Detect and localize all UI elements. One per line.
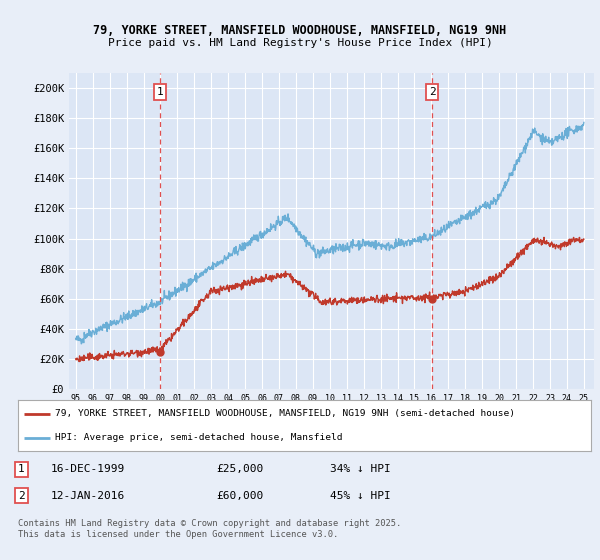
Text: 16-DEC-1999: 16-DEC-1999: [51, 464, 125, 474]
Text: £25,000: £25,000: [216, 464, 263, 474]
Text: 2: 2: [429, 87, 436, 97]
Text: £60,000: £60,000: [216, 491, 263, 501]
Text: 45% ↓ HPI: 45% ↓ HPI: [330, 491, 391, 501]
Text: Price paid vs. HM Land Registry's House Price Index (HPI): Price paid vs. HM Land Registry's House …: [107, 38, 493, 48]
Text: 34% ↓ HPI: 34% ↓ HPI: [330, 464, 391, 474]
Text: 79, YORKE STREET, MANSFIELD WOODHOUSE, MANSFIELD, NG19 9NH (semi-detached house): 79, YORKE STREET, MANSFIELD WOODHOUSE, M…: [55, 409, 515, 418]
Text: 1: 1: [18, 464, 25, 474]
Text: 1: 1: [157, 87, 163, 97]
Text: 2: 2: [18, 491, 25, 501]
Text: Contains HM Land Registry data © Crown copyright and database right 2025.
This d: Contains HM Land Registry data © Crown c…: [18, 520, 401, 539]
Text: HPI: Average price, semi-detached house, Mansfield: HPI: Average price, semi-detached house,…: [55, 433, 343, 442]
Text: 79, YORKE STREET, MANSFIELD WOODHOUSE, MANSFIELD, NG19 9NH: 79, YORKE STREET, MANSFIELD WOODHOUSE, M…: [94, 24, 506, 38]
Text: 12-JAN-2016: 12-JAN-2016: [51, 491, 125, 501]
